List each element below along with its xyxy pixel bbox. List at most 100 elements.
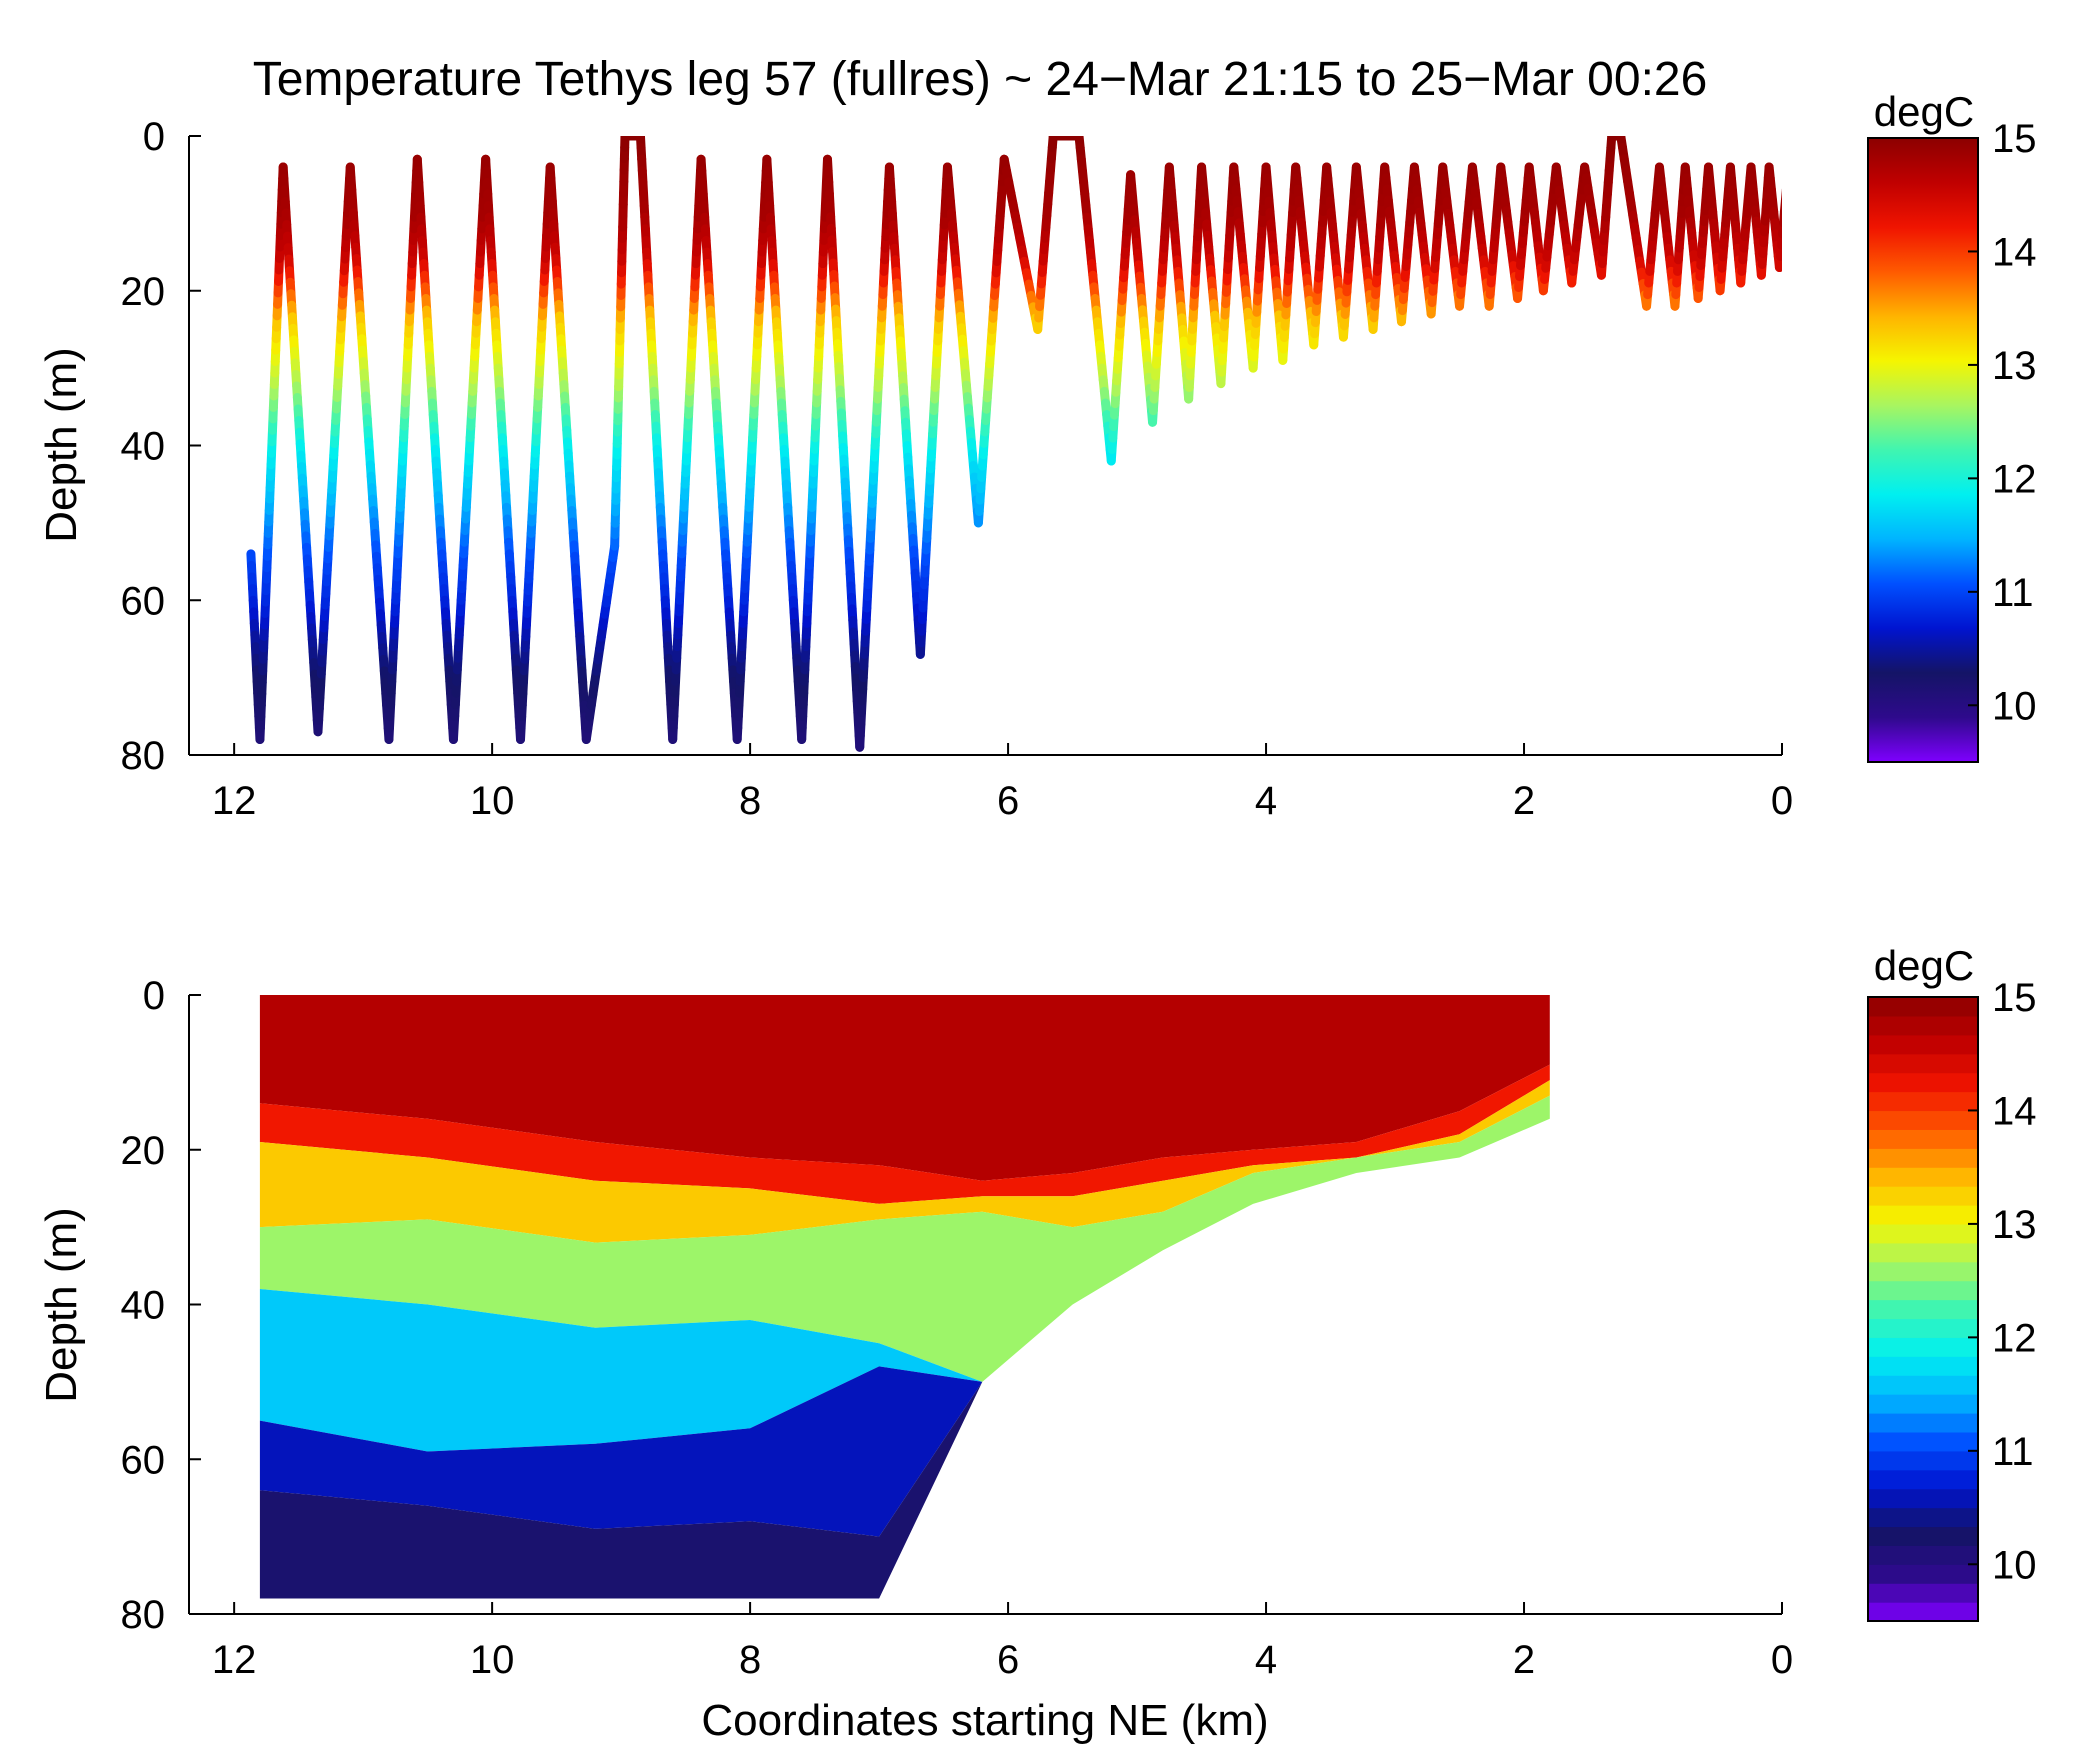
temperature-band — [259, 995, 1550, 1181]
colorbar-step — [1868, 1450, 1978, 1471]
colorbar-tick-label: 10 — [1992, 684, 2037, 728]
top-colorbar-ticks: 15 14 13 12 11 10 — [1968, 117, 2037, 728]
track-segment — [1836, 167, 1837, 177]
track-segment — [1817, 199, 1818, 210]
colorbar-tick-label: 11 — [1992, 1430, 2034, 1474]
track-segment — [1845, 194, 1846, 206]
y-tick-label: 0 — [143, 115, 165, 159]
colorbar-step — [1868, 1034, 1978, 1055]
colorbar-step — [1868, 1091, 1978, 1112]
track-segment — [1809, 210, 1810, 221]
bottom-colorbar-steps — [1868, 997, 1978, 1622]
track-segment — [1776, 229, 1782, 250]
colorbar-step — [1868, 1053, 1978, 1074]
track-segment — [1827, 233, 1828, 244]
temperature-band — [259, 1118, 1550, 1599]
colorbar-step — [1868, 1110, 1978, 1130]
track-segment — [1791, 190, 1792, 202]
colorbar-tick-label: 15 — [1992, 117, 2037, 161]
track-segment — [1808, 199, 1809, 210]
colorbar-step — [1868, 1318, 1978, 1338]
track-segment — [1846, 182, 1847, 194]
colorbar-step — [1868, 1167, 1978, 1187]
track-segment — [1818, 188, 1819, 199]
temperature-band — [259, 1080, 1550, 1243]
track-segment — [1830, 222, 1831, 233]
colorbar-step — [1868, 1148, 1978, 1168]
colorbar-tick-label: 12 — [1992, 1316, 2037, 1360]
colorbar-step — [1868, 997, 1978, 1017]
track-segment — [1819, 178, 1820, 189]
colorbar-step — [1868, 1413, 1978, 1433]
colorbar-step — [1868, 1280, 1978, 1301]
bottom-plot-area — [259, 995, 1550, 1599]
track-segment — [1824, 200, 1825, 211]
track-segment — [1822, 178, 1823, 189]
bottom-x-label: Coordinates starting NE (km) — [701, 1696, 1268, 1745]
x-tick-label: 4 — [1255, 1638, 1277, 1682]
x-tick-label: 2 — [1513, 1638, 1535, 1682]
colorbar-tick-label: 12 — [1992, 457, 2037, 501]
colorbar-step — [1868, 1299, 1978, 1320]
colorbar-tick-label: 15 — [1992, 976, 2037, 1020]
x-tick-label: 6 — [997, 779, 1019, 823]
track-segment — [1816, 210, 1817, 221]
track-segment — [1810, 220, 1811, 231]
colorbar-step — [1868, 1394, 1978, 1414]
x-tick-label: 6 — [997, 1638, 1019, 1682]
x-tick-label: 10 — [470, 1638, 515, 1682]
x-tick-label: 12 — [212, 1638, 257, 1682]
bottom-y-label: Depth (m) — [37, 1207, 86, 1403]
x-tick-label: 12 — [212, 779, 257, 823]
track-segment — [1847, 159, 1848, 171]
top-colorbar: degC 15 14 13 12 11 10 — [1867, 88, 2037, 763]
track-segment — [1831, 211, 1832, 222]
colorbar-step — [1868, 1583, 1978, 1603]
y-tick-label: 60 — [121, 579, 166, 623]
x-tick-label: 8 — [739, 1638, 761, 1682]
colorbar-step — [1868, 1015, 1978, 1036]
y-tick-label: 80 — [121, 734, 166, 778]
track-segment — [1779, 197, 1782, 216]
track-segment — [1778, 207, 1782, 228]
top-plot-area — [246, 136, 1848, 752]
track-segment — [1799, 225, 1800, 237]
track-segment — [1792, 202, 1793, 214]
track-segment — [1826, 222, 1827, 233]
colorbar-step — [1868, 1261, 1978, 1282]
colorbar-tick-label: 11 — [1992, 571, 2034, 615]
y-tick-label: 80 — [121, 1593, 166, 1637]
colorbar-step — [1868, 1356, 1978, 1376]
track-segment — [1828, 233, 1829, 244]
track-segment — [1844, 217, 1845, 229]
temperature-band — [259, 1095, 1550, 1382]
colorbar-step — [1868, 1488, 1978, 1509]
track-segment — [1846, 171, 1847, 183]
track-segment — [1841, 208, 1842, 218]
track-segment — [1825, 211, 1826, 222]
track-segment — [1802, 190, 1803, 202]
y-tick-label: 60 — [121, 1438, 166, 1482]
x-tick-label: 2 — [1513, 779, 1535, 823]
track-segment — [1811, 231, 1812, 242]
track-segment — [1820, 167, 1821, 178]
temperature-band — [259, 1118, 1550, 1452]
colorbar-step — [1868, 1602, 1978, 1622]
colorbar-step — [1868, 1469, 1978, 1490]
track-segment — [1840, 198, 1841, 208]
colorbar-tick-label: 14 — [1992, 230, 2037, 274]
bottom-colorbar-ticks: 15 14 13 12 11 10 — [1968, 976, 2037, 1587]
temperature-band — [259, 1064, 1550, 1204]
bottom-colorbar-label: degC — [1874, 942, 1974, 989]
track-segment — [1837, 177, 1838, 187]
track-segment — [1804, 167, 1805, 179]
track-segment — [1805, 167, 1806, 178]
colorbar-tick-label: 14 — [1992, 1089, 2037, 1133]
top-colorbar-label: degC — [1874, 88, 1974, 135]
x-tick-label: 0 — [1771, 1638, 1793, 1682]
colorbar-step — [1868, 1507, 1978, 1528]
colorbar-step — [1868, 1186, 1978, 1206]
track-segment — [1798, 237, 1799, 249]
